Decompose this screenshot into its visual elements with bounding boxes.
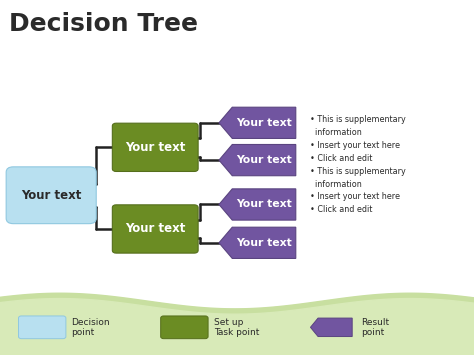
Polygon shape — [219, 189, 296, 220]
Text: Your text: Your text — [125, 223, 185, 235]
FancyBboxPatch shape — [112, 123, 198, 171]
Polygon shape — [219, 107, 296, 138]
Text: Decision Tree: Decision Tree — [9, 12, 198, 37]
Text: Your text: Your text — [125, 141, 185, 154]
FancyBboxPatch shape — [161, 316, 208, 339]
Polygon shape — [310, 318, 352, 337]
Text: Result
point: Result point — [361, 318, 389, 337]
Text: Your text: Your text — [236, 238, 292, 248]
Text: Decision
point: Decision point — [72, 318, 110, 337]
Text: Set up
Task point: Set up Task point — [214, 318, 259, 337]
FancyBboxPatch shape — [112, 205, 198, 253]
FancyBboxPatch shape — [6, 167, 96, 224]
Text: Your text: Your text — [236, 155, 292, 165]
Text: Your text: Your text — [236, 118, 292, 128]
FancyBboxPatch shape — [18, 316, 66, 339]
Text: • This is supplementary
  information
• Insert your text here
• Click and edit
•: • This is supplementary information • In… — [310, 115, 406, 214]
Text: Your text: Your text — [21, 189, 82, 202]
Polygon shape — [219, 144, 296, 176]
Text: Your text: Your text — [236, 200, 292, 209]
Polygon shape — [219, 227, 296, 258]
